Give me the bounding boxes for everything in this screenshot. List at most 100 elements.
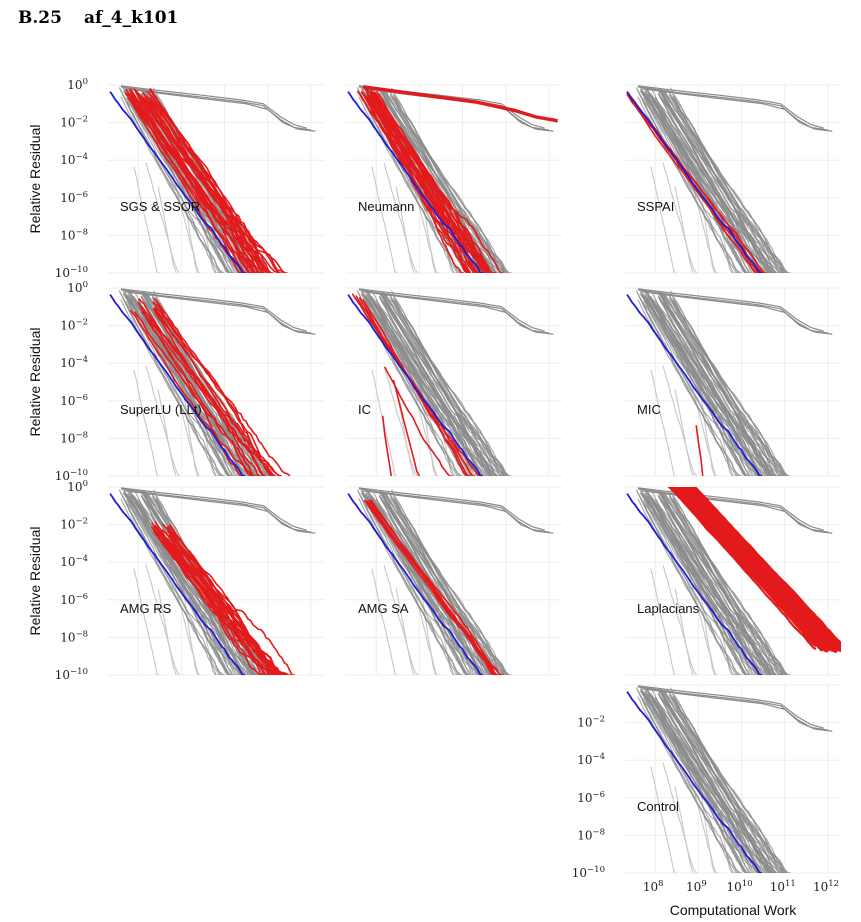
highlight-series-line (138, 298, 266, 476)
background-series-line (389, 295, 508, 476)
highlight-series-line (367, 499, 504, 675)
panel-amgsa: AMG SA (346, 486, 562, 676)
highlight-series-line (368, 86, 496, 273)
background-series-line (644, 293, 750, 476)
series-lines (347, 487, 554, 675)
background-series-line (371, 568, 398, 675)
background-series-line (674, 588, 694, 675)
highlight-series-line (145, 95, 271, 273)
background-series-line (662, 365, 698, 476)
background-series-line (120, 85, 307, 129)
background-series-line (642, 291, 833, 335)
highlight-series-line (156, 531, 277, 675)
panel-superlu: SuperLU (LLt) 100 10−2 10−4 10−6 10−8 10−10 Rel… (27, 280, 324, 483)
y-tick-label: 10−6 (577, 790, 605, 805)
background-series-line (141, 290, 252, 476)
background-series-line (380, 298, 493, 476)
background-series-line (654, 96, 760, 273)
control-series-line (626, 691, 763, 873)
control-series-line (626, 294, 763, 476)
highlight-series-line (695, 425, 704, 476)
background-series-line (145, 564, 181, 675)
y-tick-label: 10−2 (60, 115, 88, 130)
control-series-line (109, 294, 246, 476)
background-series-line (654, 696, 760, 873)
highlight-series-line (370, 93, 494, 273)
background-series-line (125, 88, 316, 132)
background-series-line (698, 781, 716, 873)
background-series-line (658, 687, 769, 873)
background-series-line (646, 300, 746, 476)
y-tick-label: 10−6 (60, 393, 88, 408)
background-series-line (662, 564, 698, 675)
background-series-line (363, 490, 554, 534)
x-tick-label: 1012 (813, 879, 839, 894)
y-tick-label: 10−4 (577, 752, 605, 767)
control-series-line (347, 493, 484, 675)
highlight-series-line (356, 90, 490, 273)
background-series-line (125, 499, 239, 675)
background-series-line (383, 564, 419, 675)
background-series-line (169, 164, 202, 273)
background-series-line (127, 492, 233, 675)
section-name: af_4_k101 (83, 8, 179, 28)
background-series-line (133, 166, 160, 273)
background-series-line (395, 186, 415, 273)
highlight-series-line (156, 303, 282, 476)
background-series-line (659, 298, 772, 476)
background-series-line (367, 300, 467, 476)
background-series-line (659, 95, 772, 273)
panel-label: MIC (637, 402, 661, 417)
background-series-line (644, 90, 750, 273)
background-series-line (125, 300, 239, 476)
background-series-line (181, 384, 199, 476)
background-series-line (646, 489, 749, 675)
background-series-line (650, 369, 677, 476)
panel-label: Laplacians (637, 601, 700, 616)
background-series-line (169, 566, 202, 675)
series-lines (109, 487, 316, 675)
background-series-line (644, 690, 750, 873)
series-lines (347, 288, 554, 476)
background-series-line (157, 588, 177, 675)
background-series-line (120, 288, 307, 332)
series-lines (109, 288, 316, 476)
background-series-line (129, 290, 232, 476)
background-series-line (650, 166, 677, 273)
background-series-line (668, 295, 787, 476)
y-tick-label: 100 (67, 280, 88, 295)
highlight-series-line (392, 379, 421, 476)
highlight-series-line (381, 415, 393, 476)
highlight-series-line (365, 500, 499, 675)
panel-control: Control 10−2 10−4 10−6 10−8 10−10 108 109 1010 10… (572, 684, 841, 918)
background-series-line (686, 367, 719, 476)
background-series-line (133, 568, 160, 675)
background-series-line (371, 490, 482, 675)
background-series-line (637, 685, 824, 729)
x-tick-label: 1011 (770, 879, 796, 894)
highlight-series-line (129, 309, 255, 476)
background-series-line (674, 786, 694, 873)
panel-label: Control (637, 799, 679, 814)
background-series-line (650, 568, 677, 675)
highlight-series-line (147, 91, 283, 273)
highlight-series-line (362, 86, 494, 273)
background-series-line (698, 583, 716, 675)
background-series-line (407, 566, 440, 675)
y-tick-label: 10−4 (60, 355, 88, 370)
y-tick-label: 100 (67, 479, 88, 494)
y-tick-label: 10−10 (55, 667, 88, 682)
series-lines (626, 685, 833, 873)
control-series-line (109, 91, 246, 273)
background-series-line (383, 365, 419, 476)
y-tick-label: 10−4 (60, 152, 88, 167)
y-axis-label: Relative Residual (27, 328, 43, 437)
background-series-line (642, 697, 756, 873)
y-tick-label: 10−10 (55, 265, 88, 280)
y-tick-label: 100 (67, 77, 88, 92)
y-tick-label: 10−8 (60, 629, 88, 644)
highlight-series-line (142, 311, 243, 476)
background-series-line (129, 499, 229, 675)
background-series-line (642, 499, 756, 675)
